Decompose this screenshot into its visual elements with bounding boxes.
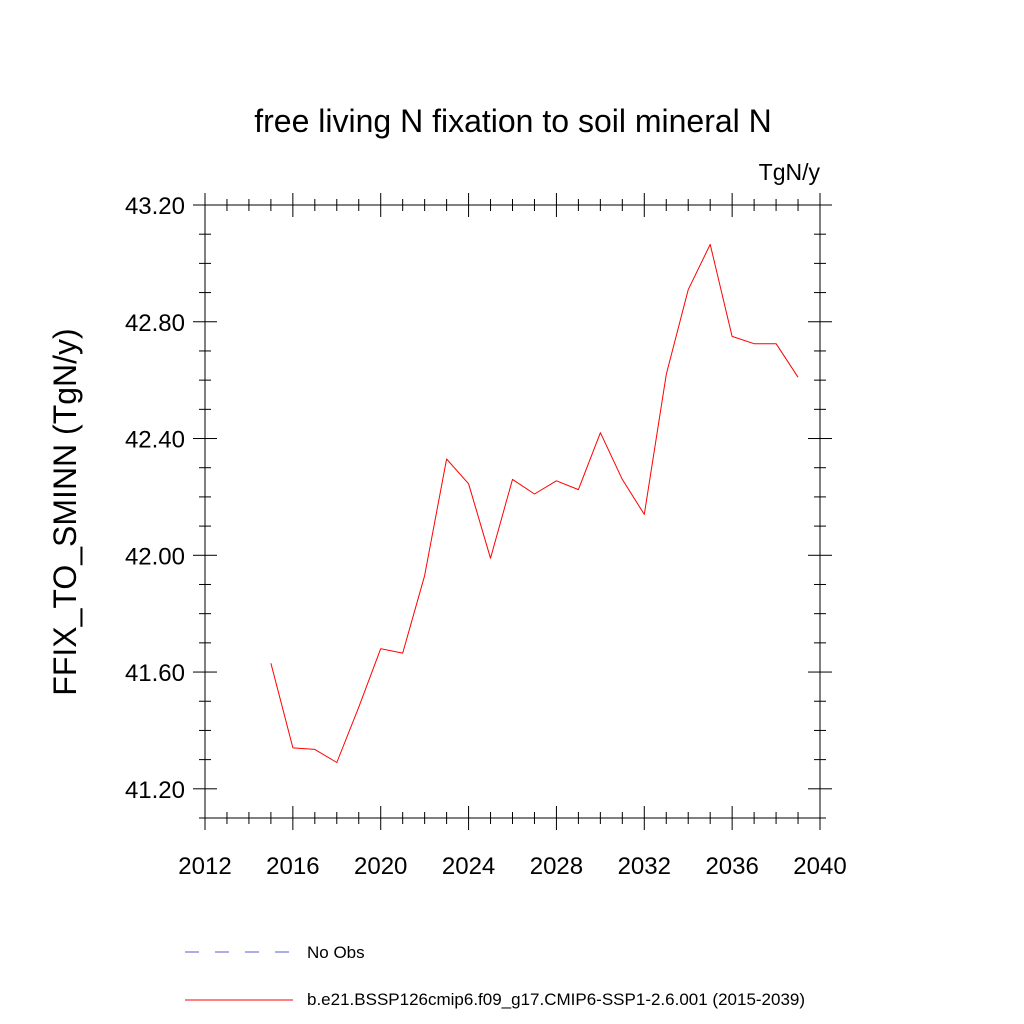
y-tick-label: 41.60 bbox=[125, 660, 185, 687]
x-tick-label: 2016 bbox=[266, 853, 319, 880]
legend-label-model-run: b.e21.BSSP126cmip6.f09_g17.CMIP6-SSP1-2.… bbox=[307, 990, 805, 1009]
y-tick-label: 41.20 bbox=[125, 777, 185, 804]
plot-frame bbox=[204, 204, 821, 819]
plot-area bbox=[270, 243, 799, 763]
y-tick-label: 42.40 bbox=[125, 427, 185, 454]
y-axis: 41.20 41.60 42.00 42.40 42.80 43.20 bbox=[125, 193, 832, 819]
series-line-model-run bbox=[270, 243, 799, 763]
x-tick-label: 2040 bbox=[793, 853, 846, 880]
x-tick-label: 2012 bbox=[178, 853, 231, 880]
legend-label-no-obs: No Obs bbox=[307, 943, 365, 962]
chart-title: free living N fixation to soil mineral N bbox=[254, 103, 772, 139]
units-label: TgN/y bbox=[759, 159, 821, 185]
y-tick-label: 42.00 bbox=[125, 543, 185, 570]
x-axis: 2012 2016 2020 2024 2028 2032 2036 2040 bbox=[178, 193, 847, 880]
y-axis-label: FFIX_TO_SMINN (TgN/y) bbox=[47, 328, 83, 695]
legend: No Obs b.e21.BSSP126cmip6.f09_g17.CMIP6-… bbox=[185, 943, 805, 1009]
x-tick-label: 2024 bbox=[442, 853, 495, 880]
y-tick-label: 43.20 bbox=[125, 193, 185, 220]
x-tick-label: 2036 bbox=[705, 853, 758, 880]
x-tick-label: 2020 bbox=[354, 853, 407, 880]
x-tick-label: 2032 bbox=[618, 853, 671, 880]
x-tick-label: 2028 bbox=[530, 853, 583, 880]
y-tick-label: 42.80 bbox=[125, 310, 185, 337]
